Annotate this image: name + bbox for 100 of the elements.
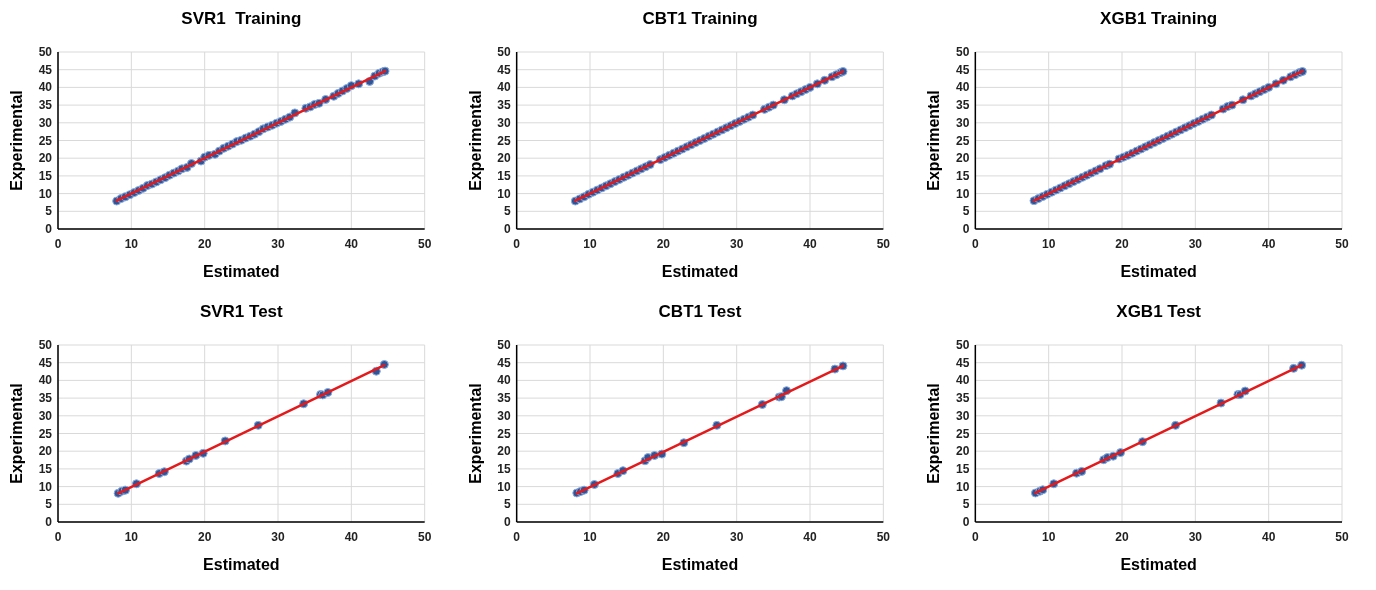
chart-title: CBT1 Training bbox=[642, 9, 758, 28]
y-tick-label: 20 bbox=[38, 444, 53, 459]
x-tick-label: 20 bbox=[1115, 530, 1129, 544]
y-tick-label: 0 bbox=[45, 515, 53, 529]
y-tick-label: 40 bbox=[497, 80, 511, 95]
y-tick-label: 5 bbox=[45, 204, 53, 219]
x-tick-label: 20 bbox=[1115, 237, 1129, 251]
y-tick-label: 40 bbox=[38, 373, 53, 388]
y-tick-label: 40 bbox=[955, 80, 970, 95]
y-tick-label: 45 bbox=[955, 62, 970, 77]
x-tick-label: 50 bbox=[1335, 530, 1349, 544]
chart-title: XGB1 Training bbox=[1100, 9, 1218, 28]
x-tick-label: 30 bbox=[271, 530, 285, 544]
y-tick-label: 20 bbox=[38, 151, 53, 166]
y-tick-label: 0 bbox=[962, 515, 970, 529]
y-tick-label: 15 bbox=[955, 168, 970, 183]
x-tick-label: 40 bbox=[1261, 530, 1276, 544]
x-tick-label: 40 bbox=[803, 237, 817, 251]
y-tick-label: 5 bbox=[503, 497, 511, 512]
y-tick-label: 25 bbox=[38, 133, 53, 148]
x-tick-label: 0 bbox=[513, 530, 521, 544]
y-axis-title: Experimental bbox=[925, 90, 943, 191]
y-tick-label: 15 bbox=[497, 168, 511, 183]
x-tick-label: 20 bbox=[656, 530, 671, 544]
chart-title: XGB1 Test bbox=[1116, 302, 1202, 321]
x-tick-label: 50 bbox=[876, 237, 891, 251]
x-tick-label: 10 bbox=[124, 530, 139, 544]
y-tick-label: 10 bbox=[955, 186, 970, 201]
x-tick-label: 40 bbox=[1261, 237, 1276, 251]
x-tick-label: 40 bbox=[344, 237, 359, 251]
x-axis-title: Estimated bbox=[203, 556, 280, 573]
y-tick-label: 15 bbox=[38, 461, 53, 476]
y-tick-label: 0 bbox=[503, 222, 511, 236]
x-tick-label: 10 bbox=[583, 237, 597, 251]
x-tick-label: 50 bbox=[876, 530, 891, 544]
x-tick-label: 0 bbox=[54, 530, 62, 544]
x-axis-title: Estimated bbox=[661, 556, 739, 573]
y-tick-label: 30 bbox=[497, 115, 511, 130]
y-tick-label: 20 bbox=[955, 151, 970, 166]
x-tick-label: 30 bbox=[1188, 237, 1203, 251]
x-axis-title: Estimated bbox=[1120, 556, 1197, 573]
x-tick-label: 20 bbox=[197, 237, 212, 251]
y-tick-label: 20 bbox=[497, 151, 511, 166]
y-tick-label: 40 bbox=[497, 373, 511, 388]
x-axis-title: Estimated bbox=[1120, 263, 1197, 280]
chart-title: CBT1 Test bbox=[658, 302, 742, 321]
x-axis-title: Estimated bbox=[661, 263, 739, 280]
x-tick-label: 20 bbox=[656, 237, 671, 251]
x-tick-label: 10 bbox=[1041, 530, 1056, 544]
x-tick-label: 0 bbox=[971, 530, 979, 544]
x-tick-label: 30 bbox=[1188, 530, 1203, 544]
x-tick-label: 10 bbox=[1041, 237, 1056, 251]
y-tick-label: 5 bbox=[503, 204, 511, 219]
y-tick-label: 40 bbox=[955, 373, 970, 388]
y-tick-label: 25 bbox=[38, 426, 53, 441]
x-tick-label: 40 bbox=[344, 530, 359, 544]
y-tick-label: 15 bbox=[497, 461, 511, 476]
y-tick-label: 35 bbox=[38, 391, 53, 406]
y-tick-label: 45 bbox=[497, 355, 511, 370]
x-tick-label: 20 bbox=[197, 530, 212, 544]
y-tick-label: 10 bbox=[497, 479, 511, 494]
y-tick-label: 50 bbox=[38, 338, 53, 352]
y-tick-label: 50 bbox=[497, 338, 511, 352]
y-tick-label: 20 bbox=[497, 444, 511, 459]
y-tick-label: 10 bbox=[955, 479, 970, 494]
y-tick-label: 40 bbox=[38, 80, 53, 95]
y-tick-label: 50 bbox=[38, 45, 53, 59]
y-tick-label: 35 bbox=[497, 98, 511, 113]
x-tick-label: 10 bbox=[583, 530, 597, 544]
y-tick-label: 0 bbox=[962, 222, 970, 236]
y-tick-label: 25 bbox=[955, 426, 970, 441]
y-tick-label: 25 bbox=[955, 133, 970, 148]
x-tick-label: 0 bbox=[971, 237, 979, 251]
y-tick-label: 5 bbox=[45, 497, 53, 512]
x-tick-label: 30 bbox=[729, 237, 744, 251]
x-tick-label: 0 bbox=[513, 237, 521, 251]
y-axis-title: Experimental bbox=[8, 383, 25, 484]
y-tick-label: 30 bbox=[497, 408, 511, 423]
y-axis-title: Experimental bbox=[925, 383, 943, 484]
y-tick-label: 35 bbox=[38, 98, 53, 113]
x-tick-label: 30 bbox=[271, 237, 285, 251]
y-axis-title: Experimental bbox=[466, 90, 484, 191]
y-tick-label: 45 bbox=[497, 62, 511, 77]
y-tick-label: 45 bbox=[38, 355, 53, 370]
x-tick-label: 50 bbox=[417, 237, 432, 251]
y-tick-label: 35 bbox=[955, 98, 970, 113]
y-axis-title: Experimental bbox=[466, 383, 484, 484]
x-tick-label: 30 bbox=[729, 530, 744, 544]
x-tick-label: 50 bbox=[1335, 237, 1349, 251]
y-tick-label: 5 bbox=[962, 497, 970, 512]
y-tick-label: 25 bbox=[497, 426, 511, 441]
y-tick-label: 35 bbox=[497, 391, 511, 406]
y-tick-label: 30 bbox=[38, 115, 53, 130]
y-tick-label: 30 bbox=[955, 408, 970, 423]
y-tick-label: 15 bbox=[38, 168, 53, 183]
y-tick-label: 50 bbox=[497, 45, 511, 59]
x-tick-label: 50 bbox=[417, 530, 432, 544]
y-tick-label: 10 bbox=[38, 479, 53, 494]
chart-title: SVR1 Training bbox=[181, 9, 302, 28]
y-tick-label: 35 bbox=[955, 391, 970, 406]
